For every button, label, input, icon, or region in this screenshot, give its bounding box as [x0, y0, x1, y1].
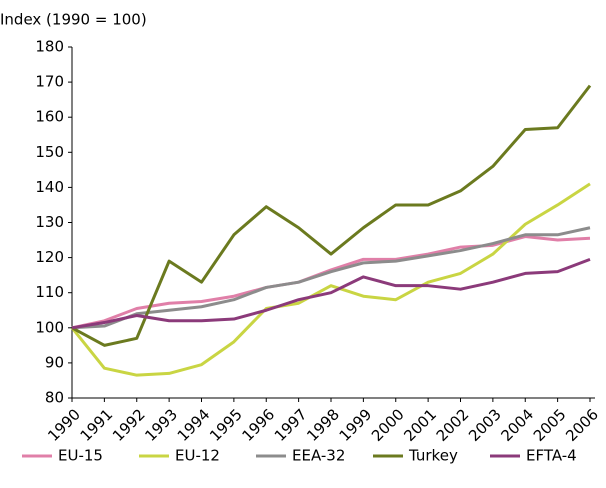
x-tick-label: 1997 — [271, 405, 311, 445]
legend-label: Turkey — [408, 447, 458, 465]
x-tick-label: 2001 — [400, 405, 440, 445]
x-tick-label: 1995 — [206, 405, 246, 445]
x-tick-label: 1994 — [174, 405, 214, 445]
y-tick-label: 180 — [35, 38, 64, 56]
y-tick-label: 150 — [35, 143, 64, 161]
legend-label: EU-15 — [58, 447, 103, 465]
x-tick-label: 2003 — [465, 405, 505, 445]
legend-label: EFTA-4 — [526, 447, 577, 465]
y-tick-label: 80 — [45, 389, 64, 407]
y-tick-label: 160 — [35, 108, 64, 126]
x-tick-label: 2006 — [562, 405, 602, 445]
y-tick-label: 100 — [35, 318, 64, 336]
x-tick-label: 2004 — [498, 405, 538, 445]
x-tick-label: 1999 — [336, 405, 376, 445]
legend-label: EU-12 — [175, 447, 220, 465]
x-tick-label: 1996 — [239, 405, 279, 445]
series-line — [71, 235, 591, 330]
x-tick-label: 1992 — [109, 405, 149, 445]
x-tick-label: 1998 — [303, 405, 343, 445]
y-tick-label: 130 — [35, 213, 64, 231]
y-tick-label: 140 — [35, 178, 64, 196]
y-tick-label: 120 — [35, 248, 64, 266]
x-tick-label: 1993 — [141, 405, 181, 445]
y-tick-label: 110 — [35, 283, 64, 301]
series-line — [71, 257, 591, 330]
series-line — [71, 84, 592, 347]
y-tick-label: 90 — [45, 353, 64, 371]
x-tick-label: 2002 — [433, 405, 473, 445]
series-line — [71, 226, 591, 330]
x-tick-label: 1990 — [44, 405, 84, 445]
x-tick-label: 1991 — [77, 405, 117, 445]
legend-label: EEA-32 — [292, 447, 345, 465]
y-tick-label: 170 — [35, 73, 64, 91]
y-axis-label: Index (1990 = 100) — [0, 11, 147, 29]
x-tick-label: 2000 — [368, 405, 408, 445]
series-line — [70, 182, 591, 377]
x-tick-label: 2005 — [530, 405, 570, 445]
